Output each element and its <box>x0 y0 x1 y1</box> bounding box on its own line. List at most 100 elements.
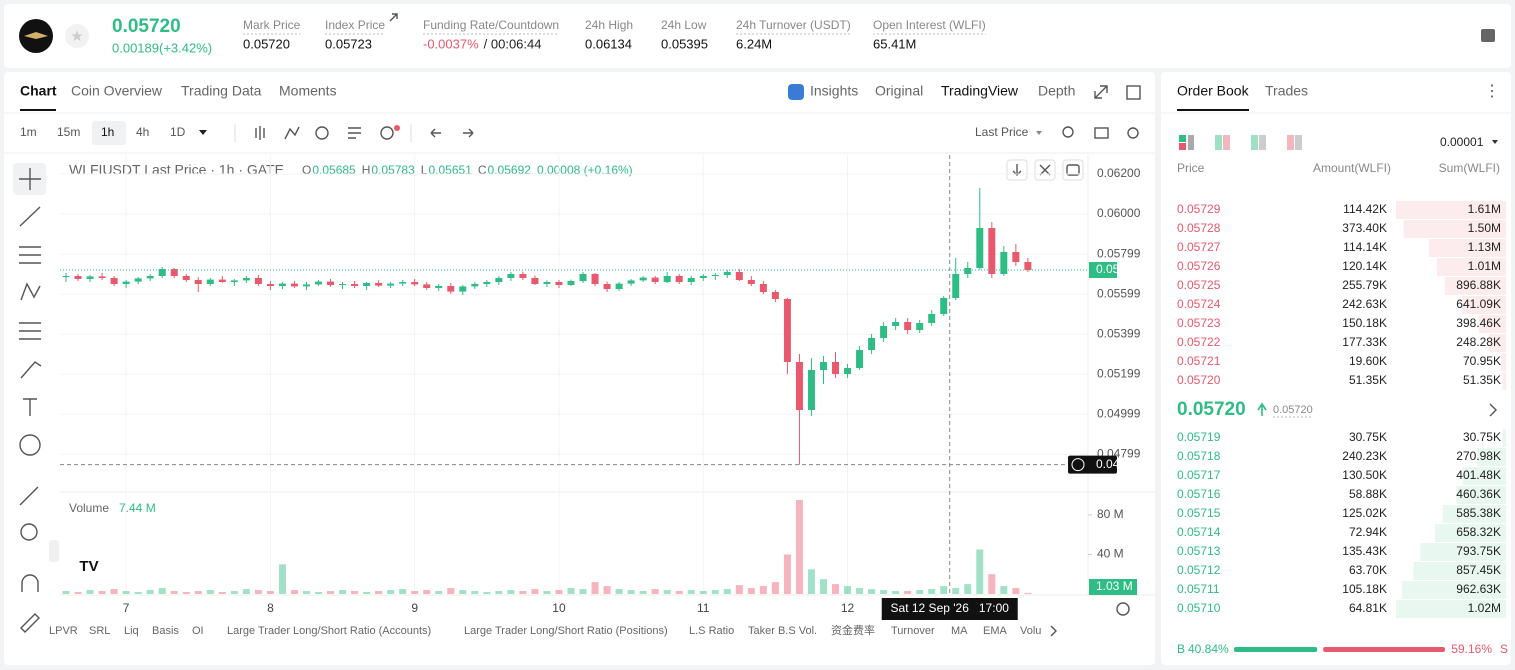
stat-value: -0.0037% <box>423 36 479 51</box>
volume-bar <box>735 585 743 594</box>
order-price[interactable]: 0.05719 <box>1177 430 1221 444</box>
indicator-tab[interactable]: SRL <box>89 625 110 637</box>
fullscreen-icon[interactable] <box>1094 85 1108 99</box>
candle-icon[interactable] <box>255 126 265 140</box>
order-price[interactable]: 0.05711 <box>1177 582 1220 596</box>
caret[interactable] <box>1036 131 1042 135</box>
chevron[interactable] <box>1489 403 1497 417</box>
view-tab[interactable]: Depth <box>1038 83 1075 99</box>
view-tab[interactable]: Original <box>875 83 923 99</box>
more-icon[interactable]: ⋮ <box>1484 83 1500 100</box>
order-price[interactable]: 0.05714 <box>1177 525 1221 539</box>
text-tool[interactable] <box>23 398 37 416</box>
drawing-tools[interactable] <box>19 168 42 633</box>
indicator-tab[interactable]: Volu <box>1020 625 1041 637</box>
interval[interactable]: 1h <box>101 125 114 139</box>
order-price[interactable]: 0.05721 <box>1177 354 1221 368</box>
order-price[interactable]: 0.05723 <box>1177 316 1221 330</box>
orderbook-tab[interactable]: Trades <box>1265 83 1308 99</box>
indicator-tab[interactable]: Large Trader Long/Short Ratio (Accounts) <box>227 625 431 637</box>
brush-tool[interactable] <box>20 361 42 379</box>
chart-tab[interactable]: Trading Data <box>181 83 262 99</box>
emoji-tool[interactable] <box>19 434 41 456</box>
interval[interactable]: 1m <box>20 125 37 139</box>
volume-bar <box>134 592 142 594</box>
collapse-tab[interactable] <box>49 540 59 562</box>
order-price[interactable]: 0.05726 <box>1177 259 1221 273</box>
order-price[interactable]: 0.05725 <box>1177 278 1221 292</box>
pen-tool[interactable] <box>20 613 40 633</box>
panel-icon[interactable] <box>1481 29 1495 42</box>
indicator-tab[interactable]: Liq <box>124 625 139 637</box>
ruler-tool[interactable] <box>19 486 39 506</box>
interval[interactable]: 1D <box>170 125 186 139</box>
caret[interactable] <box>199 130 207 135</box>
chart-tab[interactable]: Moments <box>279 83 337 99</box>
order-sum: 398.46K <box>1456 316 1501 330</box>
interval[interactable]: 4h <box>136 125 149 139</box>
chart-corner-buttons[interactable] <box>1006 159 1084 181</box>
orderbook-tab[interactable]: Order Book <box>1177 83 1250 99</box>
order-price[interactable]: 0.05715 <box>1177 506 1221 520</box>
indicator-tab[interactable]: MA <box>951 625 968 637</box>
settings-icon[interactable] <box>1127 127 1139 139</box>
order-price[interactable]: 0.05728 <box>1177 221 1221 235</box>
indicator-icon[interactable] <box>284 126 300 140</box>
order-price[interactable]: 0.05724 <box>1177 297 1221 311</box>
indicator-tab[interactable]: Turnover <box>891 625 935 637</box>
fib-tool[interactable] <box>19 322 41 340</box>
add-icon[interactable] <box>380 126 394 140</box>
indicator-tab[interactable]: 资金费率 <box>831 623 875 637</box>
search-icon[interactable] <box>1062 126 1074 138</box>
price-type-select[interactable]: Last Price <box>975 125 1029 139</box>
order-price[interactable]: 0.05722 <box>1177 335 1221 349</box>
redo-icon[interactable] <box>463 128 474 138</box>
pattern-tool[interactable] <box>20 282 41 301</box>
zoom-tool[interactable] <box>20 523 38 541</box>
link-icon[interactable] <box>389 13 398 22</box>
view-tab[interactable]: TradingView <box>941 83 1019 99</box>
camera-icon[interactable] <box>1094 127 1109 139</box>
order-price[interactable]: 0.05713 <box>1177 544 1221 558</box>
view-tab[interactable]: Insights <box>810 83 858 99</box>
indicator-tab[interactable]: Basis <box>152 625 179 637</box>
scroll-right[interactable] <box>1050 625 1057 637</box>
favorite[interactable] <box>65 24 89 48</box>
channel-tool[interactable] <box>19 246 41 264</box>
order-price[interactable]: 0.05718 <box>1177 449 1221 463</box>
line-tool[interactable] <box>19 206 41 227</box>
axis-settings[interactable] <box>1116 602 1130 616</box>
order-price[interactable]: 0.05717 <box>1177 468 1221 482</box>
volume-bar <box>254 590 262 594</box>
toolbar-icons[interactable] <box>255 126 1139 140</box>
undo-icon[interactable] <box>430 128 441 138</box>
order-price[interactable]: 0.05729 <box>1177 202 1221 216</box>
crosshair-tool[interactable] <box>19 168 41 190</box>
order-price[interactable]: 0.05727 <box>1177 240 1221 254</box>
candle-body <box>387 283 395 286</box>
order-amount: 58.88K <box>1349 487 1387 501</box>
y-tick-label: 0.05799 <box>1097 246 1141 260</box>
indicator-tab[interactable]: EMA <box>983 625 1008 637</box>
button[interactable] <box>1062 159 1084 181</box>
caret[interactable] <box>1492 140 1498 144</box>
depth-view-icons[interactable] <box>1179 135 1302 150</box>
indicator-tab[interactable]: Large Trader Long/Short Ratio (Positions… <box>464 625 668 637</box>
order-price[interactable]: 0.05716 <box>1177 487 1221 501</box>
chart-tab[interactable]: Chart <box>20 83 57 99</box>
replay-icon[interactable] <box>315 126 329 140</box>
window-icon[interactable] <box>1126 85 1141 100</box>
indicator-tab[interactable]: LPVR <box>49 625 78 637</box>
order-price[interactable]: 0.05712 <box>1177 563 1221 577</box>
order-price[interactable]: 0.05710 <box>1177 601 1221 615</box>
precision-select[interactable]: 0.00001 <box>1440 135 1484 149</box>
add-alert[interactable] <box>1071 458 1085 472</box>
indicator-tab[interactable]: L.S Ratio <box>689 625 734 637</box>
template-icon[interactable] <box>348 127 361 139</box>
magnet-tool[interactable] <box>21 574 39 592</box>
order-price[interactable]: 0.05720 <box>1177 373 1221 387</box>
indicator-tab[interactable]: Taker B.S Vol. <box>748 625 817 637</box>
interval[interactable]: 15m <box>57 125 80 139</box>
chart-tab[interactable]: Coin Overview <box>71 83 163 99</box>
indicator-tab[interactable]: OI <box>192 625 204 637</box>
